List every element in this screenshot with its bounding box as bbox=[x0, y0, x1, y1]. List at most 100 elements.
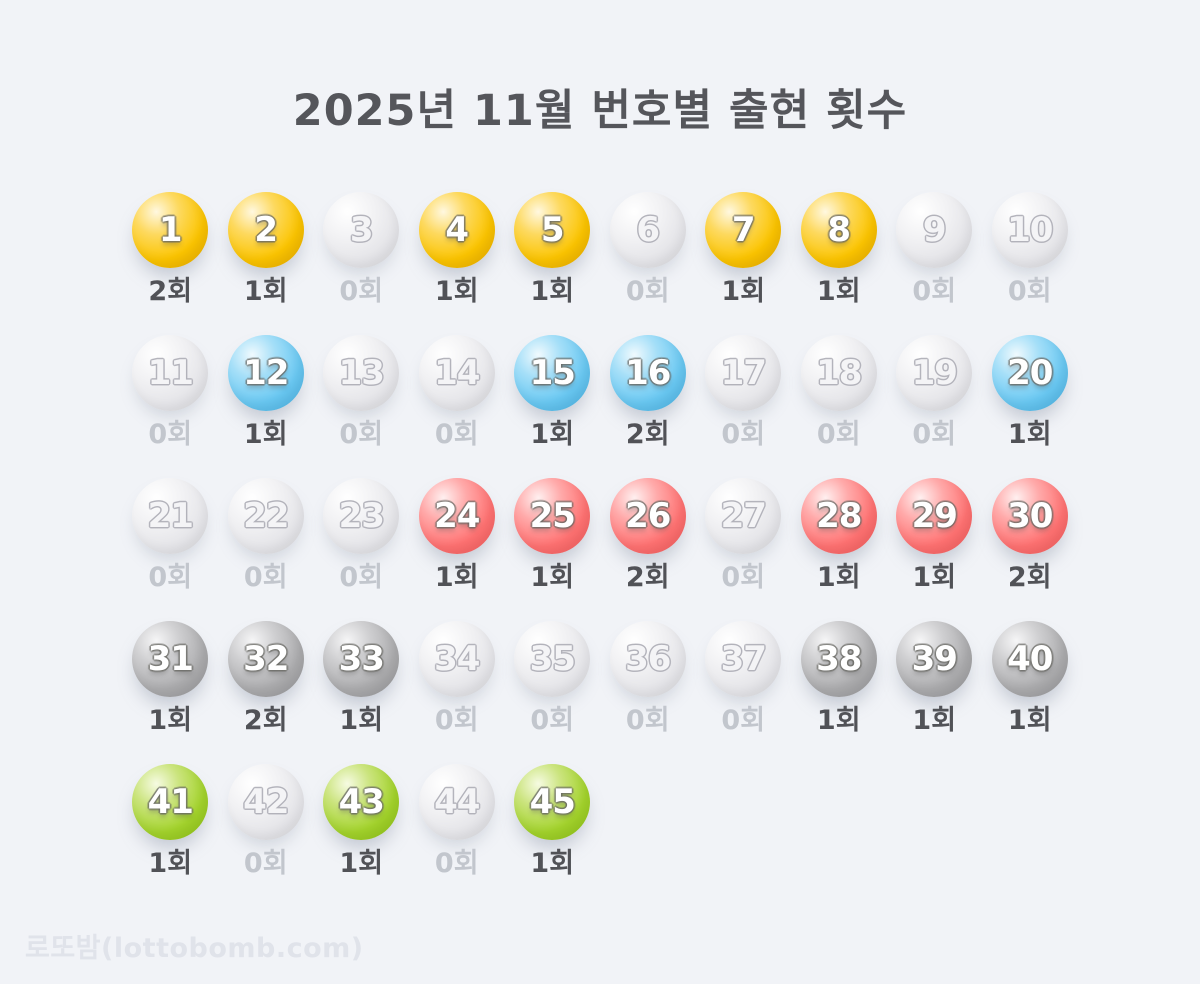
ball-cell-13: 13 0회 bbox=[314, 335, 410, 449]
ball-cell-22: 22 0회 bbox=[218, 478, 314, 592]
ball-cell-9: 9 0회 bbox=[887, 192, 983, 306]
page-title: 2025년 11월 번호별 출현 횟수 bbox=[292, 86, 908, 136]
ball-count-39: 1회 bbox=[912, 705, 957, 736]
lotto-ball-33: 33 bbox=[323, 621, 400, 697]
ball-count-25: 1회 bbox=[530, 562, 575, 593]
ball-number: 26 bbox=[625, 496, 671, 536]
lotto-ball-39: 39 bbox=[896, 621, 973, 697]
lotto-ball-40: 40 bbox=[991, 621, 1068, 697]
ball-cell-44: 44 0회 bbox=[409, 764, 505, 878]
ball-cell-28: 28 1회 bbox=[791, 478, 887, 592]
ball-cell-14: 14 0회 bbox=[409, 335, 505, 449]
lotto-ball-22: 22 bbox=[227, 478, 304, 554]
ball-count-28: 1회 bbox=[816, 562, 861, 593]
ball-number: 36 bbox=[625, 639, 671, 679]
ball-number: 2 bbox=[254, 210, 278, 250]
lotto-ball-20: 20 bbox=[991, 335, 1068, 411]
lotto-ball-37: 37 bbox=[705, 621, 782, 697]
ball-cell-31: 31 1회 bbox=[123, 621, 219, 735]
lotto-ball-30: 30 bbox=[991, 478, 1068, 554]
ball-count-42: 0회 bbox=[243, 848, 288, 879]
lotto-ball-18: 18 bbox=[800, 335, 877, 411]
ball-number: 21 bbox=[147, 496, 194, 536]
lotto-ball-8: 8 bbox=[800, 192, 877, 268]
ball-count-9: 0회 bbox=[912, 276, 957, 307]
ball-count-22: 0회 bbox=[243, 562, 288, 593]
ball-cell-2: 2 1회 bbox=[218, 192, 314, 306]
lotto-ball-19: 19 bbox=[896, 335, 973, 411]
ball-number: 35 bbox=[529, 639, 576, 679]
lotto-ball-5: 5 bbox=[514, 192, 591, 268]
ball-cell-27: 27 0회 bbox=[696, 478, 792, 592]
lotto-ball-35: 35 bbox=[514, 621, 591, 697]
ball-cell-32: 32 2회 bbox=[218, 621, 314, 735]
lotto-ball-31: 31 bbox=[132, 621, 209, 697]
lotto-ball-11: 11 bbox=[132, 335, 209, 411]
ball-count-45: 1회 bbox=[530, 848, 575, 879]
ball-count-41: 1회 bbox=[148, 848, 193, 879]
ball-number: 38 bbox=[816, 639, 862, 679]
ball-cell-26: 26 2회 bbox=[600, 478, 696, 592]
lotto-ball-1: 1 bbox=[132, 192, 209, 268]
ball-number: 32 bbox=[243, 639, 289, 679]
ball-count-21: 0회 bbox=[148, 562, 193, 593]
ball-count-23: 0회 bbox=[339, 562, 384, 593]
ball-cell-43: 43 1회 bbox=[314, 764, 410, 878]
lotto-ball-28: 28 bbox=[800, 478, 877, 554]
ball-number: 8 bbox=[827, 210, 851, 250]
ball-number: 28 bbox=[816, 496, 862, 536]
lotto-ball-7: 7 bbox=[705, 192, 782, 268]
ball-cell-6: 6 0회 bbox=[600, 192, 696, 306]
ball-count-32: 2회 bbox=[243, 705, 288, 736]
lotto-ball-14: 14 bbox=[418, 335, 495, 411]
ball-count-31: 1회 bbox=[148, 705, 193, 736]
ball-count-40: 1회 bbox=[1007, 705, 1052, 736]
ball-count-44: 0회 bbox=[434, 848, 479, 879]
ball-number: 7 bbox=[731, 210, 756, 250]
ball-cell-24: 24 1회 bbox=[409, 478, 505, 592]
ball-number: 22 bbox=[243, 496, 289, 536]
ball-cell-41: 41 1회 bbox=[123, 764, 219, 878]
ball-count-10: 0회 bbox=[1007, 276, 1052, 307]
ball-number: 15 bbox=[529, 353, 576, 393]
ball-count-36: 0회 bbox=[625, 705, 670, 736]
lotto-ball-10: 10 bbox=[991, 192, 1068, 268]
lotto-ball-29: 29 bbox=[896, 478, 973, 554]
ball-number: 11 bbox=[147, 353, 194, 393]
ball-number: 16 bbox=[625, 353, 671, 393]
balls-grid: 1 2회 2 1회 3 0회 4 1회 5 1회 6 0회 7 1회 8 1회 9 0회 10 0회 11 0회 12 1회 1… bbox=[123, 192, 1078, 878]
ball-cell-7: 7 1회 bbox=[696, 192, 792, 306]
ball-count-34: 0회 bbox=[434, 705, 479, 736]
ball-number: 18 bbox=[816, 353, 862, 393]
ball-number: 25 bbox=[529, 496, 576, 536]
ball-count-14: 0회 bbox=[434, 419, 479, 450]
lotto-ball-12: 12 bbox=[227, 335, 304, 411]
ball-number: 3 bbox=[349, 210, 374, 250]
ball-count-8: 1회 bbox=[816, 276, 861, 307]
lotto-ball-21: 21 bbox=[132, 478, 209, 554]
lotto-ball-38: 38 bbox=[800, 621, 877, 697]
ball-number: 20 bbox=[1007, 353, 1053, 393]
lotto-ball-44: 44 bbox=[418, 764, 495, 840]
ball-count-27: 0회 bbox=[721, 562, 766, 593]
lotto-ball-23: 23 bbox=[323, 478, 400, 554]
ball-cell-45: 45 1회 bbox=[505, 764, 601, 878]
ball-cell-19: 19 0회 bbox=[887, 335, 983, 449]
ball-number: 43 bbox=[338, 782, 385, 822]
ball-count-3: 0회 bbox=[339, 276, 384, 307]
ball-count-11: 0회 bbox=[148, 419, 193, 450]
lotto-ball-4: 4 bbox=[418, 192, 495, 268]
ball-count-17: 0회 bbox=[721, 419, 766, 450]
ball-number: 23 bbox=[338, 496, 385, 536]
ball-cell-30: 30 2회 bbox=[982, 478, 1078, 592]
ball-number: 24 bbox=[434, 496, 480, 536]
ball-count-33: 1회 bbox=[339, 705, 384, 736]
ball-cell-33: 33 1회 bbox=[314, 621, 410, 735]
ball-count-19: 0회 bbox=[912, 419, 957, 450]
ball-number: 42 bbox=[243, 782, 289, 822]
ball-cell-12: 12 1회 bbox=[218, 335, 314, 449]
ball-number: 30 bbox=[1007, 496, 1053, 536]
ball-count-4: 1회 bbox=[434, 276, 479, 307]
ball-number: 31 bbox=[147, 639, 194, 679]
